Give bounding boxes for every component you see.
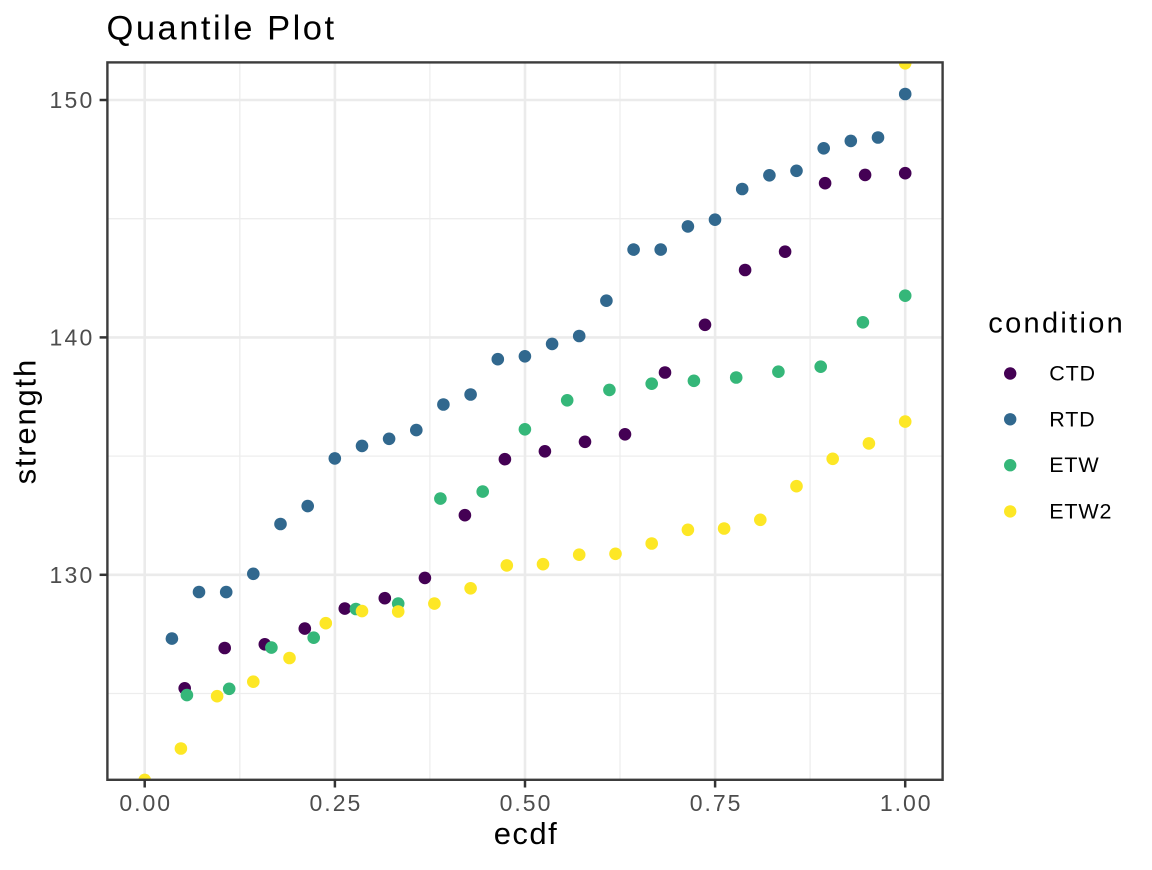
svg-text:condition: condition [988,308,1125,340]
svg-text:0.50: 0.50 [500,790,553,816]
svg-text:0.00: 0.00 [119,790,172,816]
svg-text:130: 130 [50,562,95,588]
svg-text:0.25: 0.25 [310,790,363,816]
svg-text:0.75: 0.75 [690,790,743,816]
svg-text:CTD: CTD [1049,362,1096,386]
svg-text:150: 150 [50,87,95,113]
svg-text:ETW: ETW [1049,453,1099,477]
svg-text:Quantile Plot: Quantile Plot [107,9,337,47]
svg-text:140: 140 [50,325,95,351]
svg-text:RTD: RTD [1049,407,1095,431]
svg-text:ecdf: ecdf [494,816,559,851]
svg-text:strength: strength [8,358,43,484]
svg-text:1.00: 1.00 [880,790,933,816]
svg-text:ETW2: ETW2 [1049,499,1112,523]
